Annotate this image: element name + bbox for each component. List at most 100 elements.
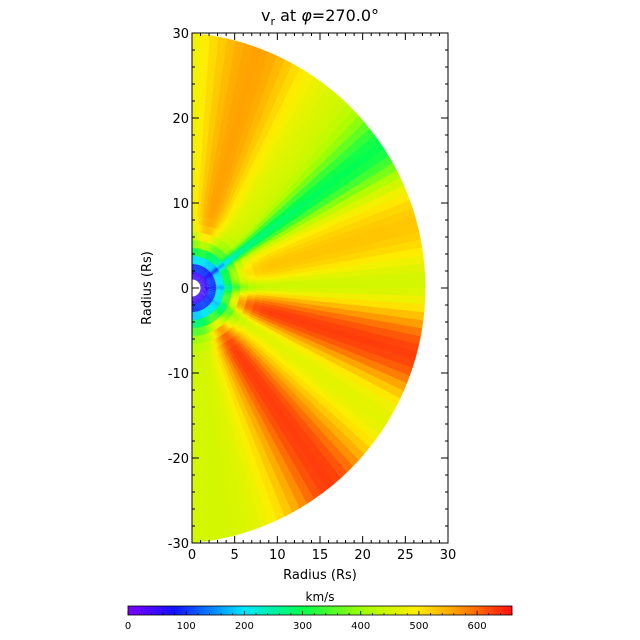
heatmap-cell xyxy=(243,190,252,201)
heatmap-cell xyxy=(232,44,244,55)
colorbar-label: km/s xyxy=(306,590,335,604)
heatmap-cell xyxy=(428,355,439,367)
heatmap-cell xyxy=(418,327,426,338)
heatmap-cell xyxy=(208,314,215,323)
heatmap-cell xyxy=(247,276,256,281)
heatmap-cell xyxy=(197,310,202,320)
heatmap-cell xyxy=(218,265,227,272)
heatmap-cell xyxy=(237,319,246,326)
heatmap-cell xyxy=(211,210,217,220)
heatmap-cell xyxy=(282,252,292,259)
heatmap-cell xyxy=(262,231,272,239)
heatmap-cell xyxy=(216,318,224,327)
heatmap-cell xyxy=(208,517,219,527)
heatmap-cell xyxy=(296,370,307,381)
heatmap-cell xyxy=(209,303,217,311)
heatmap-cell xyxy=(230,298,239,303)
heatmap-cell xyxy=(207,315,213,324)
heatmap-cell xyxy=(261,305,271,311)
heatmap-cell xyxy=(250,416,260,427)
heatmap-cell xyxy=(269,326,279,334)
heatmap-cell xyxy=(195,273,200,281)
heatmap-cell xyxy=(227,200,235,210)
heatmap-cell xyxy=(196,248,200,257)
heatmap-cell xyxy=(324,193,335,204)
heatmap-cell xyxy=(235,406,244,416)
heatmap-cell xyxy=(194,272,198,281)
heatmap-cell xyxy=(289,378,300,388)
heatmap-cell xyxy=(391,227,402,238)
heatmap-cell xyxy=(255,57,267,69)
heatmap-cell xyxy=(195,176,200,185)
heatmap-cell xyxy=(214,229,221,238)
heatmap-cell xyxy=(209,244,215,253)
heatmap-cell xyxy=(266,139,277,150)
heatmap-cell xyxy=(268,328,278,337)
heatmap-cell xyxy=(271,323,281,331)
heatmap-cell xyxy=(222,296,231,301)
heatmap-cell xyxy=(385,141,398,155)
heatmap-cell xyxy=(202,128,209,138)
heatmap-cell xyxy=(210,322,217,331)
heatmap-cell xyxy=(287,276,297,282)
heatmap-cell xyxy=(285,151,296,163)
heatmap-cell xyxy=(381,427,394,441)
heatmap-cell xyxy=(264,409,274,420)
heatmap-cell xyxy=(351,287,361,294)
heatmap-cell xyxy=(396,249,407,260)
heatmap-cell xyxy=(198,486,208,496)
heatmap-cell xyxy=(347,201,358,212)
heatmap-cell xyxy=(273,218,283,228)
heatmap-cell xyxy=(205,316,210,325)
heatmap-cell xyxy=(218,326,226,335)
heatmap-cell xyxy=(204,308,210,316)
heatmap-cell xyxy=(242,337,251,346)
heatmap-cell xyxy=(201,326,206,335)
heatmap-cell xyxy=(414,194,426,207)
heatmap-cell xyxy=(301,202,312,213)
heatmap-cell xyxy=(214,258,222,266)
heatmap-cell xyxy=(241,386,249,396)
heatmap-cell xyxy=(193,295,197,304)
heatmap-cell xyxy=(273,317,283,324)
heatmap-cell xyxy=(257,344,267,353)
heatmap-cell xyxy=(280,148,291,160)
heatmap-cell xyxy=(340,204,351,215)
heatmap-cell xyxy=(286,242,297,250)
heatmap-cell xyxy=(380,134,393,148)
x-tick-label: 15 xyxy=(312,548,329,563)
heatmap-cell xyxy=(233,363,241,373)
heatmap-cell xyxy=(205,365,211,375)
heatmap-cell xyxy=(351,292,361,300)
heatmap-cell xyxy=(233,335,241,344)
heatmap-cell xyxy=(258,312,268,319)
heatmap-cell xyxy=(238,274,248,279)
heatmap-cell xyxy=(342,265,352,273)
heatmap-cell xyxy=(199,289,209,291)
heatmap-cell xyxy=(207,49,218,59)
heatmap-cell xyxy=(195,264,199,273)
heatmap-cell xyxy=(224,515,235,526)
heatmap-cell xyxy=(196,264,200,273)
heatmap-cell xyxy=(271,229,281,238)
heatmap-cell xyxy=(253,267,263,273)
heatmap-cell xyxy=(237,300,247,306)
heatmap-cell xyxy=(242,367,251,377)
heatmap-cell xyxy=(395,323,406,333)
heatmap-cell xyxy=(218,187,225,198)
heatmap-cell xyxy=(393,235,404,245)
heatmap-cell xyxy=(244,95,254,107)
heatmap-cell xyxy=(229,498,240,509)
heatmap-cell xyxy=(196,423,203,432)
heatmap-cell xyxy=(218,304,227,311)
heatmap-cell xyxy=(343,86,357,99)
heatmap-cell xyxy=(263,249,273,256)
heatmap-cell xyxy=(302,166,314,178)
heatmap-cell xyxy=(341,426,354,438)
heatmap-cell xyxy=(200,301,206,310)
heatmap-cell xyxy=(216,460,225,470)
heatmap-cell xyxy=(212,477,221,487)
heatmap-cell xyxy=(199,290,208,294)
heatmap-cell xyxy=(328,217,339,227)
heatmap-cell xyxy=(235,101,246,112)
